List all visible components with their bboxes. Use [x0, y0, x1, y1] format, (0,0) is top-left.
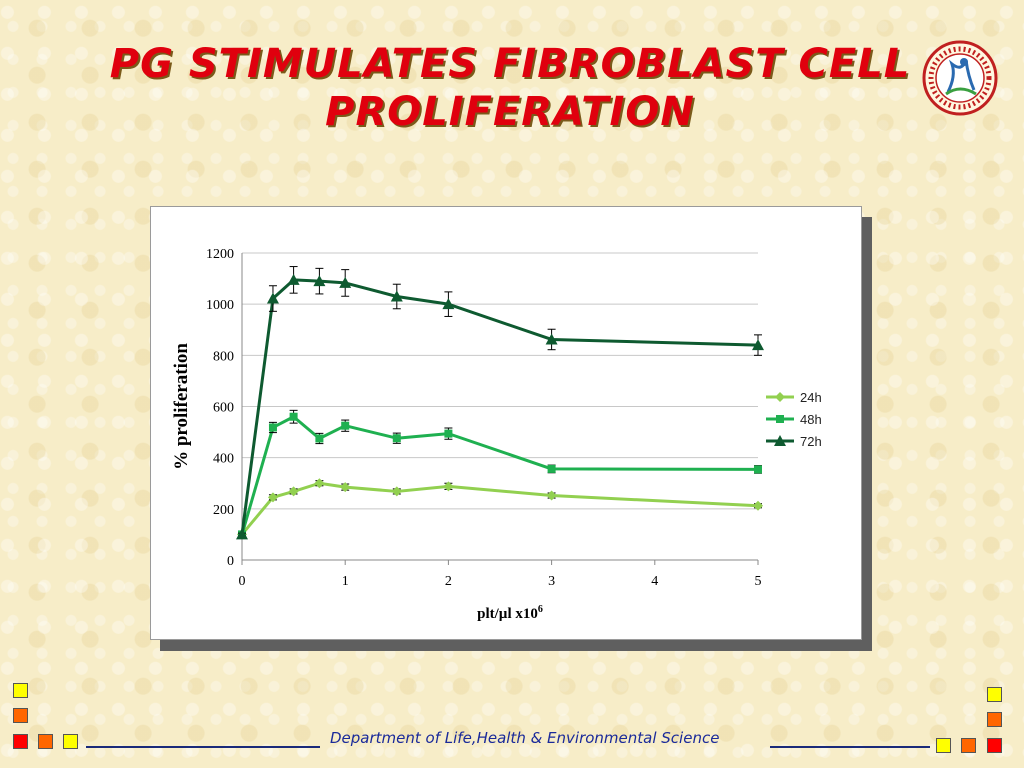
- x-tick-label: 0: [239, 574, 246, 589]
- data-point-72h: [236, 528, 248, 540]
- legend-label-24h: 24h: [800, 390, 822, 405]
- y-tick-label: 200: [213, 503, 234, 518]
- data-point-24h: [340, 482, 351, 493]
- slide-title: PG STIMULATES FIBROBLAST CELL PROLIFERAT…: [100, 40, 920, 136]
- x-tick-label: 3: [548, 574, 555, 589]
- footer-department: Department of Life,Health & Environmenta…: [330, 729, 720, 747]
- data-point-72h: [313, 275, 326, 287]
- data-point-24h: [443, 481, 454, 492]
- data-point-48h: [547, 464, 556, 473]
- data-point-48h: [289, 412, 298, 421]
- data-point-48h: [444, 429, 453, 438]
- data-point-24h: [267, 492, 278, 503]
- decor-square-yellow: [63, 734, 78, 749]
- decor-square-red: [13, 734, 28, 749]
- slide-title-line-2: PROLIFERATION: [325, 89, 695, 135]
- data-point-24h: [314, 478, 325, 489]
- data-point-72h: [752, 339, 764, 351]
- x-axis-title-superscript: 6: [538, 604, 543, 615]
- data-point-72h: [442, 298, 455, 310]
- data-point-48h: [315, 434, 324, 443]
- data-point-24h: [288, 486, 299, 497]
- decor-square-red: [987, 738, 1002, 753]
- proliferation-line-chart: 0 200 400 600 800 1000 1200 0 1 2 3 4 5 % proliferati…: [171, 247, 822, 622]
- data-point-72h: [339, 276, 352, 288]
- x-axis-title: plt/µl x106: [477, 604, 543, 622]
- data-point-72h: [266, 292, 279, 304]
- y-tick-label: 0: [227, 554, 234, 569]
- decor-square-orange: [961, 738, 976, 753]
- y-axis-title: % proliferation: [171, 343, 192, 470]
- legend-marker-24h: [775, 392, 785, 402]
- data-point-72h: [545, 333, 558, 345]
- y-tick-label: 400: [213, 452, 234, 467]
- data-point-72h: [390, 290, 403, 302]
- y-tick-label: 1200: [206, 247, 234, 262]
- data-point-48h: [268, 423, 277, 432]
- data-point-72h: [287, 273, 300, 285]
- decor-square-orange: [13, 708, 28, 723]
- legend-label-48h: 48h: [800, 412, 822, 427]
- slide-title-line-1: PG STIMULATES FIBROBLAST CELL: [109, 41, 911, 87]
- legend-label-72h: 72h: [800, 434, 822, 449]
- department-logo-icon: [922, 40, 998, 116]
- decor-square-orange: [38, 734, 53, 749]
- x-tick-label: 2: [445, 574, 452, 589]
- chart-panel: 0 200 400 600 800 1000 1200 0 1 2 3 4 5 % proliferati…: [150, 206, 862, 640]
- series-line-72h: [240, 278, 759, 535]
- footer-rule-right: [770, 746, 930, 748]
- data-point-48h: [341, 421, 350, 430]
- data-point-24h: [753, 500, 763, 511]
- data-point-48h: [392, 434, 401, 443]
- decor-square-orange: [987, 712, 1002, 727]
- x-tick-label: 5: [755, 574, 762, 589]
- data-point-24h: [391, 486, 402, 497]
- legend-marker-72h: [774, 435, 786, 446]
- x-tick-label: 4: [651, 574, 658, 589]
- legend-marker-48h: [776, 415, 784, 423]
- decor-square-yellow: [13, 683, 28, 698]
- decor-square-yellow: [936, 738, 951, 753]
- footer-rule-left: [86, 746, 320, 748]
- x-tick-label: 1: [342, 574, 349, 589]
- data-point-48h: [754, 465, 762, 474]
- data-point-24h: [546, 490, 557, 501]
- y-tick-label: 1000: [206, 298, 234, 313]
- y-tick-label: 600: [213, 401, 234, 416]
- y-tick-label: 800: [213, 349, 234, 364]
- decor-square-yellow: [987, 687, 1002, 702]
